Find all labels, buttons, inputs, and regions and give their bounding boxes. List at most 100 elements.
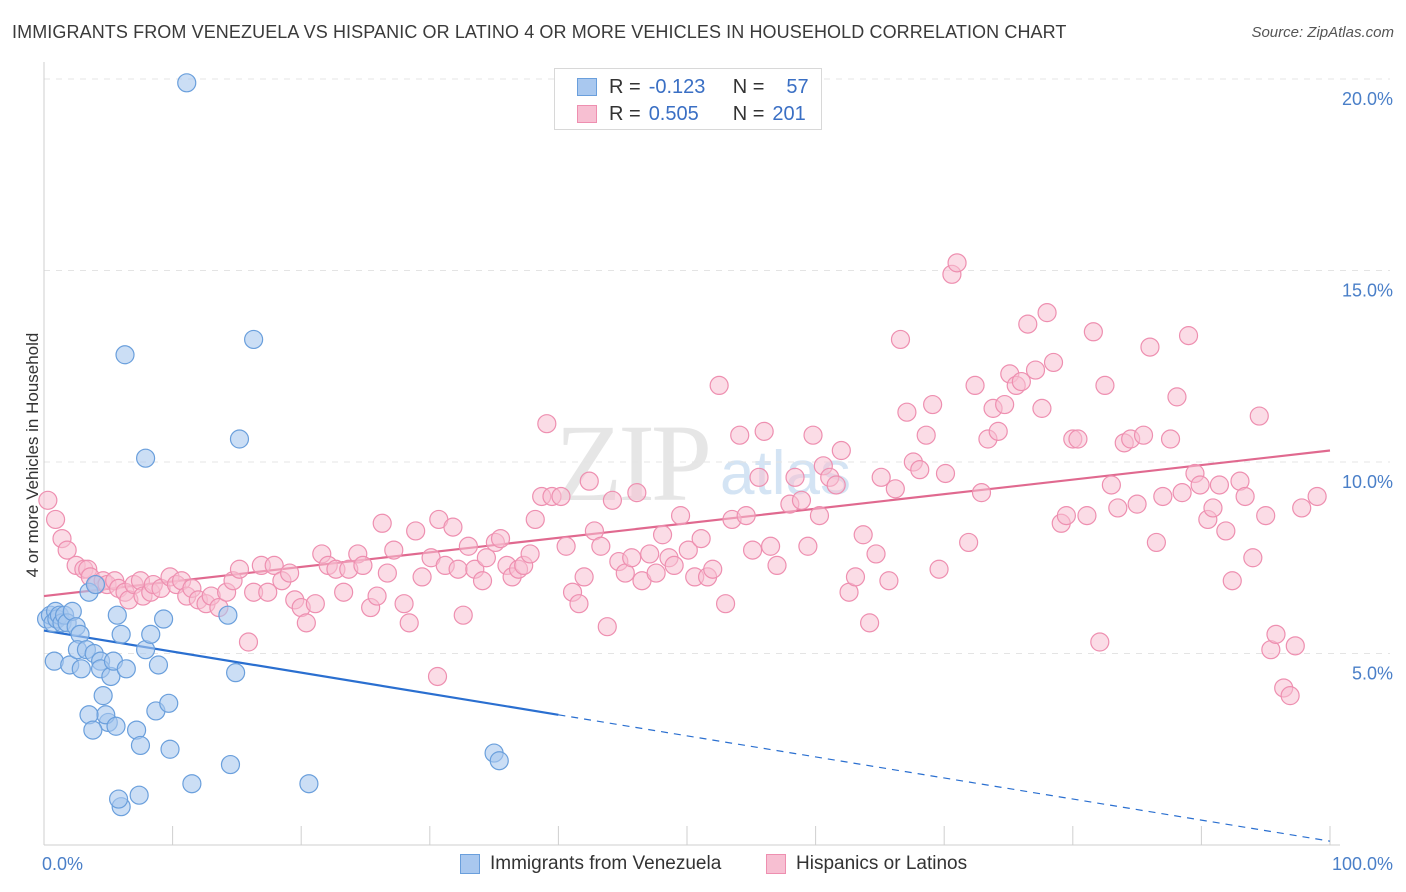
chart-title: IMMIGRANTS FROM VENEZUELA VS HISPANIC OR…	[12, 22, 1067, 42]
bottom-legend-label: Immigrants from Venezuela	[490, 853, 722, 874]
data-point-hispanics	[1256, 506, 1276, 526]
data-point-hispanics	[785, 467, 805, 487]
data-point-hispanics	[831, 440, 851, 461]
data-point-hispanics	[995, 394, 1015, 415]
data-point-hispanics	[520, 544, 540, 564]
data-point-hispanics	[959, 532, 979, 553]
data-point-hispanics	[1043, 352, 1064, 373]
data-point-hispanics	[1235, 486, 1255, 507]
data-point-hispanics	[1190, 475, 1210, 495]
data-point-venezuela	[115, 345, 135, 365]
data-point-hispanics	[1243, 548, 1263, 568]
data-point-hispanics	[1280, 686, 1300, 706]
data-point-hispanics	[670, 506, 691, 526]
data-point-hispanics	[579, 471, 599, 491]
data-point-venezuela	[83, 720, 103, 740]
data-point-hispanics	[458, 536, 478, 556]
bottom-legend-swatch-blue	[460, 854, 480, 874]
source-credit: Source: ZipAtlas.com	[1251, 24, 1394, 41]
data-point-hispanics	[57, 540, 77, 560]
x-tick-label: 0.0%	[42, 854, 83, 874]
data-point-hispanics	[754, 421, 774, 441]
data-point-hispanics	[1153, 486, 1173, 507]
data-point-venezuela	[106, 716, 126, 736]
data-point-hispanics	[803, 425, 823, 445]
data-point-venezuela	[111, 624, 131, 644]
data-point-hispanics	[916, 425, 936, 445]
data-point-hispanics	[1266, 624, 1286, 644]
y-tick-label: 10.0%	[1342, 472, 1393, 492]
data-point-hispanics	[1011, 371, 1031, 392]
data-point-hispanics	[1178, 326, 1199, 346]
data-point-venezuela	[141, 624, 161, 644]
data-point-hispanics	[1249, 406, 1269, 426]
data-point-hispanics	[551, 486, 571, 507]
data-point-hispanics	[1146, 532, 1166, 553]
data-point-venezuela	[116, 659, 136, 679]
data-point-hispanics	[453, 605, 473, 625]
trend-line-venezuela	[43, 629, 559, 716]
data-point-hispanics	[264, 555, 284, 576]
data-point-hispanics	[791, 490, 812, 510]
data-point-hispanics	[448, 559, 468, 579]
data-point-hispanics	[760, 536, 781, 556]
legend-swatch-blue	[577, 78, 597, 96]
data-point-hispanics	[476, 548, 496, 568]
tick-labels: 5.0% 10.0% 15.0% 20.0% 0.0% 100.0%	[42, 89, 1393, 874]
data-point-venezuela	[160, 739, 180, 759]
data-point-venezuela	[153, 609, 174, 629]
data-point-hispanics	[646, 563, 666, 583]
stats-legend: R = -0.123 N = 57 R = 0.505 N = 201	[554, 68, 822, 130]
data-point-hispanics	[305, 594, 325, 614]
data-point-venezuela	[108, 789, 129, 809]
data-point-hispanics	[1172, 483, 1192, 503]
legend-row-hispanics: R = 0.505 N = 201	[577, 101, 806, 127]
data-point-hispanics	[971, 483, 992, 503]
data-point-hispanics	[280, 563, 300, 583]
data-point-hispanics	[929, 559, 949, 579]
data-point-hispanics	[38, 490, 58, 510]
data-point-hispanics	[1068, 429, 1088, 449]
data-point-hispanics	[258, 582, 278, 602]
data-point-hispanics	[1140, 337, 1160, 357]
data-point-hispanics	[988, 421, 1008, 441]
data-point-hispanics	[1018, 314, 1038, 334]
series-venezuela-points	[36, 73, 509, 817]
data-point-hispanics	[730, 425, 750, 445]
data-point-hispanics	[1025, 360, 1046, 380]
data-point-hispanics	[627, 483, 647, 503]
data-point-hispanics	[691, 528, 711, 549]
data-point-hispanics	[525, 509, 545, 530]
data-point-hispanics	[703, 559, 723, 579]
data-point-hispanics	[1222, 571, 1242, 591]
data-point-hispanics	[890, 329, 911, 350]
legend-r-value: 0.505	[648, 102, 699, 125]
y-tick-label: 20.0%	[1342, 89, 1393, 109]
data-point-hispanics	[45, 509, 66, 530]
data-point-venezuela	[85, 574, 106, 595]
data-point-hispanics	[591, 536, 611, 556]
data-point-hispanics	[742, 540, 763, 560]
data-point-hispanics	[885, 479, 905, 499]
data-point-hispanics	[798, 536, 818, 556]
data-point-hispanics	[709, 375, 729, 395]
legend-r-label: R =	[609, 102, 641, 125]
data-point-hispanics	[1167, 387, 1187, 407]
legend-n-label: N =	[732, 102, 765, 125]
data-point-hispanics	[1108, 498, 1128, 518]
data-point-hispanics	[1037, 303, 1057, 323]
data-point-hispanics	[1292, 498, 1312, 518]
data-point-hispanics	[826, 475, 846, 495]
legend-swatch-pink	[577, 105, 597, 123]
data-point-hispanics	[860, 613, 880, 633]
data-point-venezuela	[182, 774, 202, 794]
bottom-legend-venezuela: Immigrants from Venezuela	[460, 852, 721, 876]
data-point-hispanics	[602, 490, 623, 510]
data-point-hispanics	[965, 375, 985, 395]
data-point-hispanics	[427, 666, 448, 687]
data-point-hispanics	[1090, 632, 1110, 652]
data-point-hispanics	[353, 555, 373, 576]
data-point-hispanics	[490, 528, 511, 549]
data-point-hispanics	[406, 521, 426, 541]
